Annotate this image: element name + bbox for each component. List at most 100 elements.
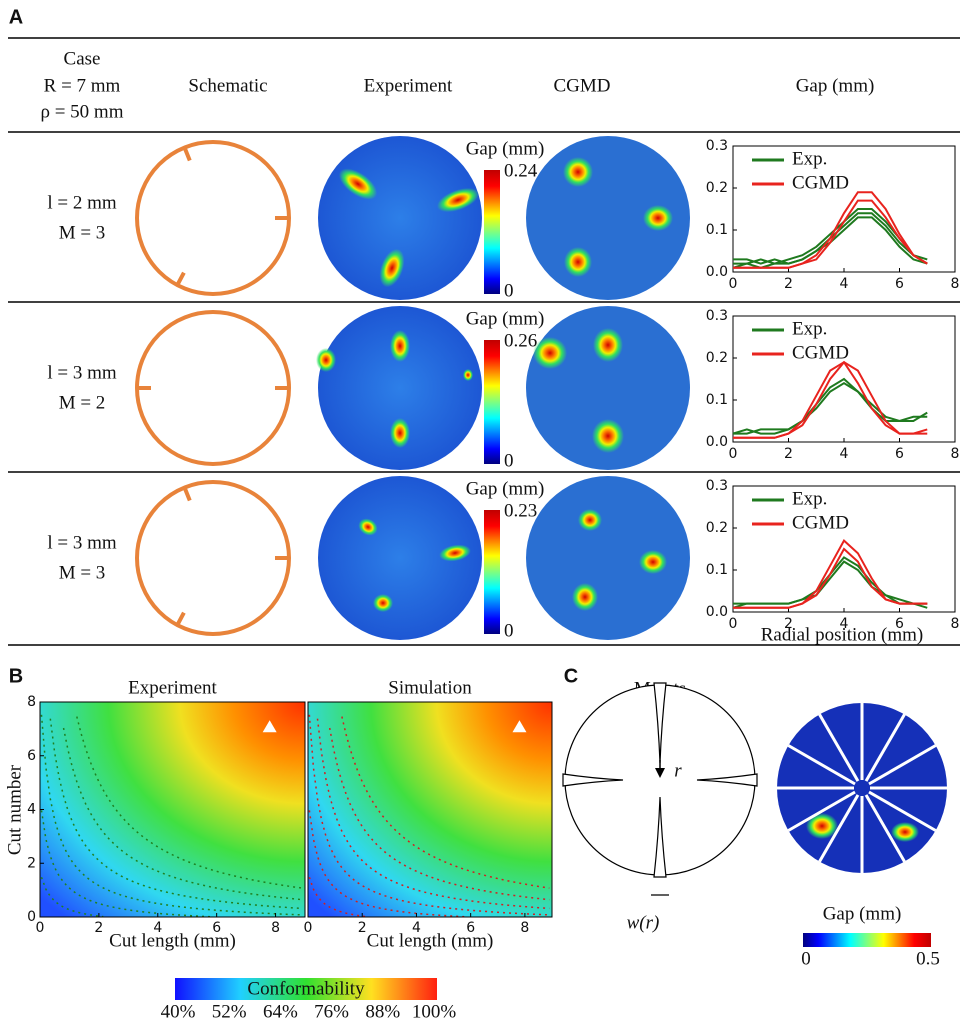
colorbar-label: 88%	[365, 1001, 400, 1022]
row-label: l = 3 mm	[47, 362, 117, 383]
y-tick-label: 0.3	[706, 478, 728, 494]
colorbar-label: 0	[504, 280, 514, 301]
row-label: l = 2 mm	[47, 192, 117, 213]
colorbar-label: 0.5	[916, 948, 940, 969]
colorbar-title: Gap (mm)	[466, 138, 545, 159]
colorbar	[484, 510, 500, 634]
colorbar	[803, 933, 931, 947]
colorbar-label: 0	[504, 620, 514, 641]
row-label: M = 2	[59, 392, 106, 413]
data-line	[733, 362, 927, 438]
data-line	[733, 192, 927, 268]
panel-label: A	[9, 6, 23, 28]
y-tick-label: 2	[27, 855, 36, 871]
colorbar-label: 0.24	[504, 160, 538, 181]
y-tick-label: 0.1	[706, 562, 728, 578]
colorbar-label: 52%	[212, 1001, 247, 1022]
x-axis-label: Radial position (mm)	[761, 624, 924, 645]
y-tick-label: 8	[27, 694, 36, 710]
schematic-ring	[137, 482, 289, 634]
colorbar	[484, 340, 500, 464]
legend-label: CGMD	[792, 172, 849, 193]
legend-label: Exp.	[792, 488, 827, 509]
panel-label: B	[9, 665, 23, 687]
hot-spot	[891, 822, 919, 842]
x-tick-label: 8	[951, 616, 960, 632]
colorbar-title: Conformability	[247, 978, 365, 999]
figure: ACaseR = 7 mmρ = 50 mmSchematicExperimen…	[0, 0, 962, 1022]
x-tick-label: 2	[358, 920, 367, 936]
y-tick-label: 0.2	[706, 520, 728, 536]
y-tick-label: 0.0	[706, 264, 728, 280]
hot-spot	[373, 594, 393, 612]
y-tick-label: 6	[27, 748, 36, 764]
colorbar-label: 76%	[314, 1001, 349, 1022]
x-tick-label: 4	[840, 276, 849, 292]
legend-label: Exp.	[792, 318, 827, 339]
colorbar-title: Gap (mm)	[466, 308, 545, 329]
header: Schematic	[188, 75, 267, 96]
hot-spot	[316, 348, 336, 372]
colorbar-label: 40%	[161, 1001, 196, 1022]
data-line	[733, 362, 927, 438]
panel-label: C	[564, 665, 578, 687]
y-tick-label: 0.2	[706, 350, 728, 366]
hot-spot	[572, 583, 598, 611]
plot-frame	[733, 146, 955, 272]
hot-spot	[563, 157, 593, 187]
x-tick-label: 8	[951, 446, 960, 462]
x-tick-label: 8	[951, 276, 960, 292]
schematic-cut	[177, 273, 184, 285]
y-tick-label: 0.3	[706, 138, 728, 154]
data-line	[733, 562, 927, 608]
x-tick-label: 0	[729, 446, 738, 462]
y-tick-label: 0.3	[706, 308, 728, 324]
schematic-cut	[185, 148, 190, 161]
x-tick-label: 0	[36, 920, 45, 936]
hot-spot	[593, 328, 623, 362]
x-tick-label: 6	[466, 920, 475, 936]
x-tick-label: 2	[784, 276, 793, 292]
header: R = 7 mm	[44, 75, 121, 96]
colorbar-label: 0	[801, 948, 811, 969]
header: ρ = 50 mm	[40, 101, 123, 122]
header: CGMD	[553, 75, 610, 96]
r-label: r	[674, 760, 682, 781]
header: Gap (mm)	[796, 75, 875, 96]
x-tick-label: 2	[784, 446, 793, 462]
x-tick-label: 6	[895, 276, 904, 292]
legend-label: CGMD	[792, 342, 849, 363]
x-tick-label: 0	[729, 616, 738, 632]
hot-spot	[533, 337, 567, 369]
hot-spot	[390, 418, 410, 448]
y-tick-label: 0.1	[706, 392, 728, 408]
colorbar-label: 64%	[263, 1001, 298, 1022]
y-tick-label: 0	[27, 909, 36, 925]
heatmap	[308, 702, 552, 917]
hot-spot	[578, 509, 602, 531]
x-tick-label: 0	[729, 276, 738, 292]
x-tick-label: 4	[840, 446, 849, 462]
schematic-cut	[177, 613, 184, 625]
row-label: M = 3	[59, 222, 106, 243]
y-tick-label: 0.1	[706, 222, 728, 238]
colorbar-label: 0.26	[504, 330, 537, 351]
x-tick-label: 0	[304, 920, 313, 936]
colorbar	[484, 170, 500, 294]
header: Experiment	[364, 75, 453, 96]
hot-spot	[592, 419, 624, 453]
width-label: w(r)	[627, 912, 660, 933]
schematic-cut	[185, 488, 190, 501]
y-tick-label: 0.0	[706, 434, 728, 450]
schematic-ring	[137, 312, 289, 464]
x-tick-label: 2	[94, 920, 103, 936]
colorbar-label: 0	[504, 450, 514, 471]
data-line	[733, 379, 927, 434]
hot-spot	[639, 550, 667, 574]
colorbar-title: Gap (mm)	[466, 478, 545, 499]
row-label: M = 3	[59, 562, 106, 583]
hub	[854, 780, 870, 796]
y-tick-label: 4	[27, 802, 36, 818]
colorbar-title: Gap (mm)	[823, 903, 902, 924]
colorbar-label: 100%	[412, 1001, 457, 1022]
